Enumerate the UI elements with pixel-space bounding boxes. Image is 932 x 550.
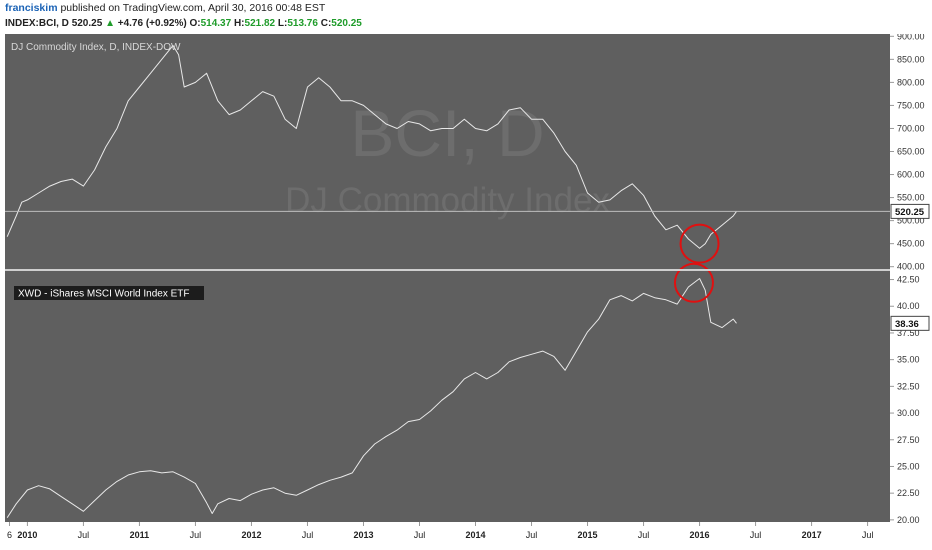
- x-tick-label: 2013: [353, 530, 373, 540]
- up-arrow-icon: ▲: [105, 18, 115, 29]
- y-tick-label: 30.00: [897, 408, 920, 418]
- x-tick-label: Jul: [526, 530, 538, 540]
- time-axis-background: [0, 522, 932, 550]
- close-label: C:: [320, 18, 332, 29]
- series-line-2: [6, 278, 737, 518]
- y-tick-label: 800.00: [897, 77, 925, 87]
- y-tick-label: 40.00: [897, 301, 920, 311]
- watermark-symbol: BCI, D: [350, 96, 544, 170]
- y-tick-label: 450.00: [897, 239, 925, 249]
- low-value: 513.76: [287, 18, 318, 29]
- y-tick-label: 20.00: [897, 515, 920, 525]
- last-price: 520.25: [71, 18, 103, 29]
- last-value-box: [890, 203, 930, 219]
- series-line-1: [6, 45, 737, 249]
- x-tick-label: Jul: [78, 530, 90, 540]
- x-tick-label: 2012: [241, 530, 261, 540]
- y-tick-label: 22.50: [897, 488, 920, 498]
- highlight-circle: [679, 223, 720, 264]
- y-tick-label: 550.00: [897, 193, 925, 203]
- x-tick-label: Jul: [414, 530, 426, 540]
- last-value-label: 520.25: [895, 207, 925, 218]
- y-tick-label: 42.50: [897, 275, 920, 285]
- y-tick-label: 700.00: [897, 123, 925, 133]
- ohlc-line: INDEX:BCI, D 520.25 ▲ +4.76 (+0.92%) O:5…: [5, 18, 362, 29]
- open-label: O:: [189, 18, 201, 29]
- y-tick-label: 27.50: [897, 435, 920, 445]
- y-tick-label: 25.00: [897, 461, 920, 471]
- price-axis-background: [890, 34, 932, 550]
- y-tick-label: 900.00: [897, 34, 925, 41]
- highlight-circle: [673, 262, 714, 303]
- close-value: 520.25: [331, 18, 362, 29]
- y-tick-label: 750.00: [897, 100, 925, 110]
- low-label: L:: [277, 18, 288, 29]
- x-tick-label: 2015: [578, 530, 598, 540]
- x-tick-label: 2011: [130, 530, 150, 540]
- x-tick-label: Jul: [862, 530, 874, 540]
- y-tick-label: 600.00: [897, 170, 925, 180]
- y-tick-label: 400.00: [897, 262, 925, 272]
- panel-title: DJ Commodity Index, D, INDEX-DOW: [11, 42, 181, 53]
- y-tick-label: 850.00: [897, 54, 925, 64]
- y-tick-label: 500.00: [897, 216, 925, 226]
- watermark-name: DJ Commodity Index: [285, 181, 610, 220]
- change-value: +4.76 (+0.92%): [117, 18, 187, 29]
- x-tick-label: Jul: [302, 530, 314, 540]
- y-tick-label: 37.50: [897, 328, 920, 338]
- x-tick-label: Jul: [638, 530, 650, 540]
- symbol-label: INDEX:BCI, D: [5, 18, 69, 29]
- y-tick-label: 35.00: [897, 355, 920, 365]
- publish-line: franciskim published on TradingView.com,…: [5, 2, 325, 14]
- chart-header: franciskim published on TradingView.com,…: [0, 0, 932, 34]
- y-tick-label: 650.00: [897, 147, 925, 157]
- last-value-box: [890, 315, 930, 331]
- author-link[interactable]: franciskim: [5, 2, 58, 14]
- panel-separator: [5, 269, 890, 271]
- plot-panel-1: [5, 34, 890, 269]
- last-value-label: 38.36: [895, 319, 919, 330]
- high-value: 521.82: [244, 18, 276, 29]
- x-tick-label: 2010: [17, 530, 37, 540]
- y-tick-label: 32.50: [897, 381, 920, 391]
- x-tick-label: Jul: [750, 530, 762, 540]
- high-label: H:: [233, 18, 245, 29]
- x-tick-label: Jul: [190, 530, 202, 540]
- x-tick-label: 2016: [690, 530, 710, 540]
- x-tick-label: 2017: [802, 530, 822, 540]
- panel-title: XWD - iShares MSCI World Index ETF: [18, 289, 190, 300]
- published-text: published on TradingView.com, April 30, …: [60, 2, 326, 14]
- panel-title-background: [14, 286, 204, 300]
- chart-area[interactable]: BCI, D DJ Commodity Index 400.00 450.00 500.…: [0, 34, 932, 550]
- x-tick-label: 2014: [465, 530, 485, 540]
- open-value: 514.37: [200, 18, 232, 29]
- x-tick-label: 6: [7, 530, 12, 540]
